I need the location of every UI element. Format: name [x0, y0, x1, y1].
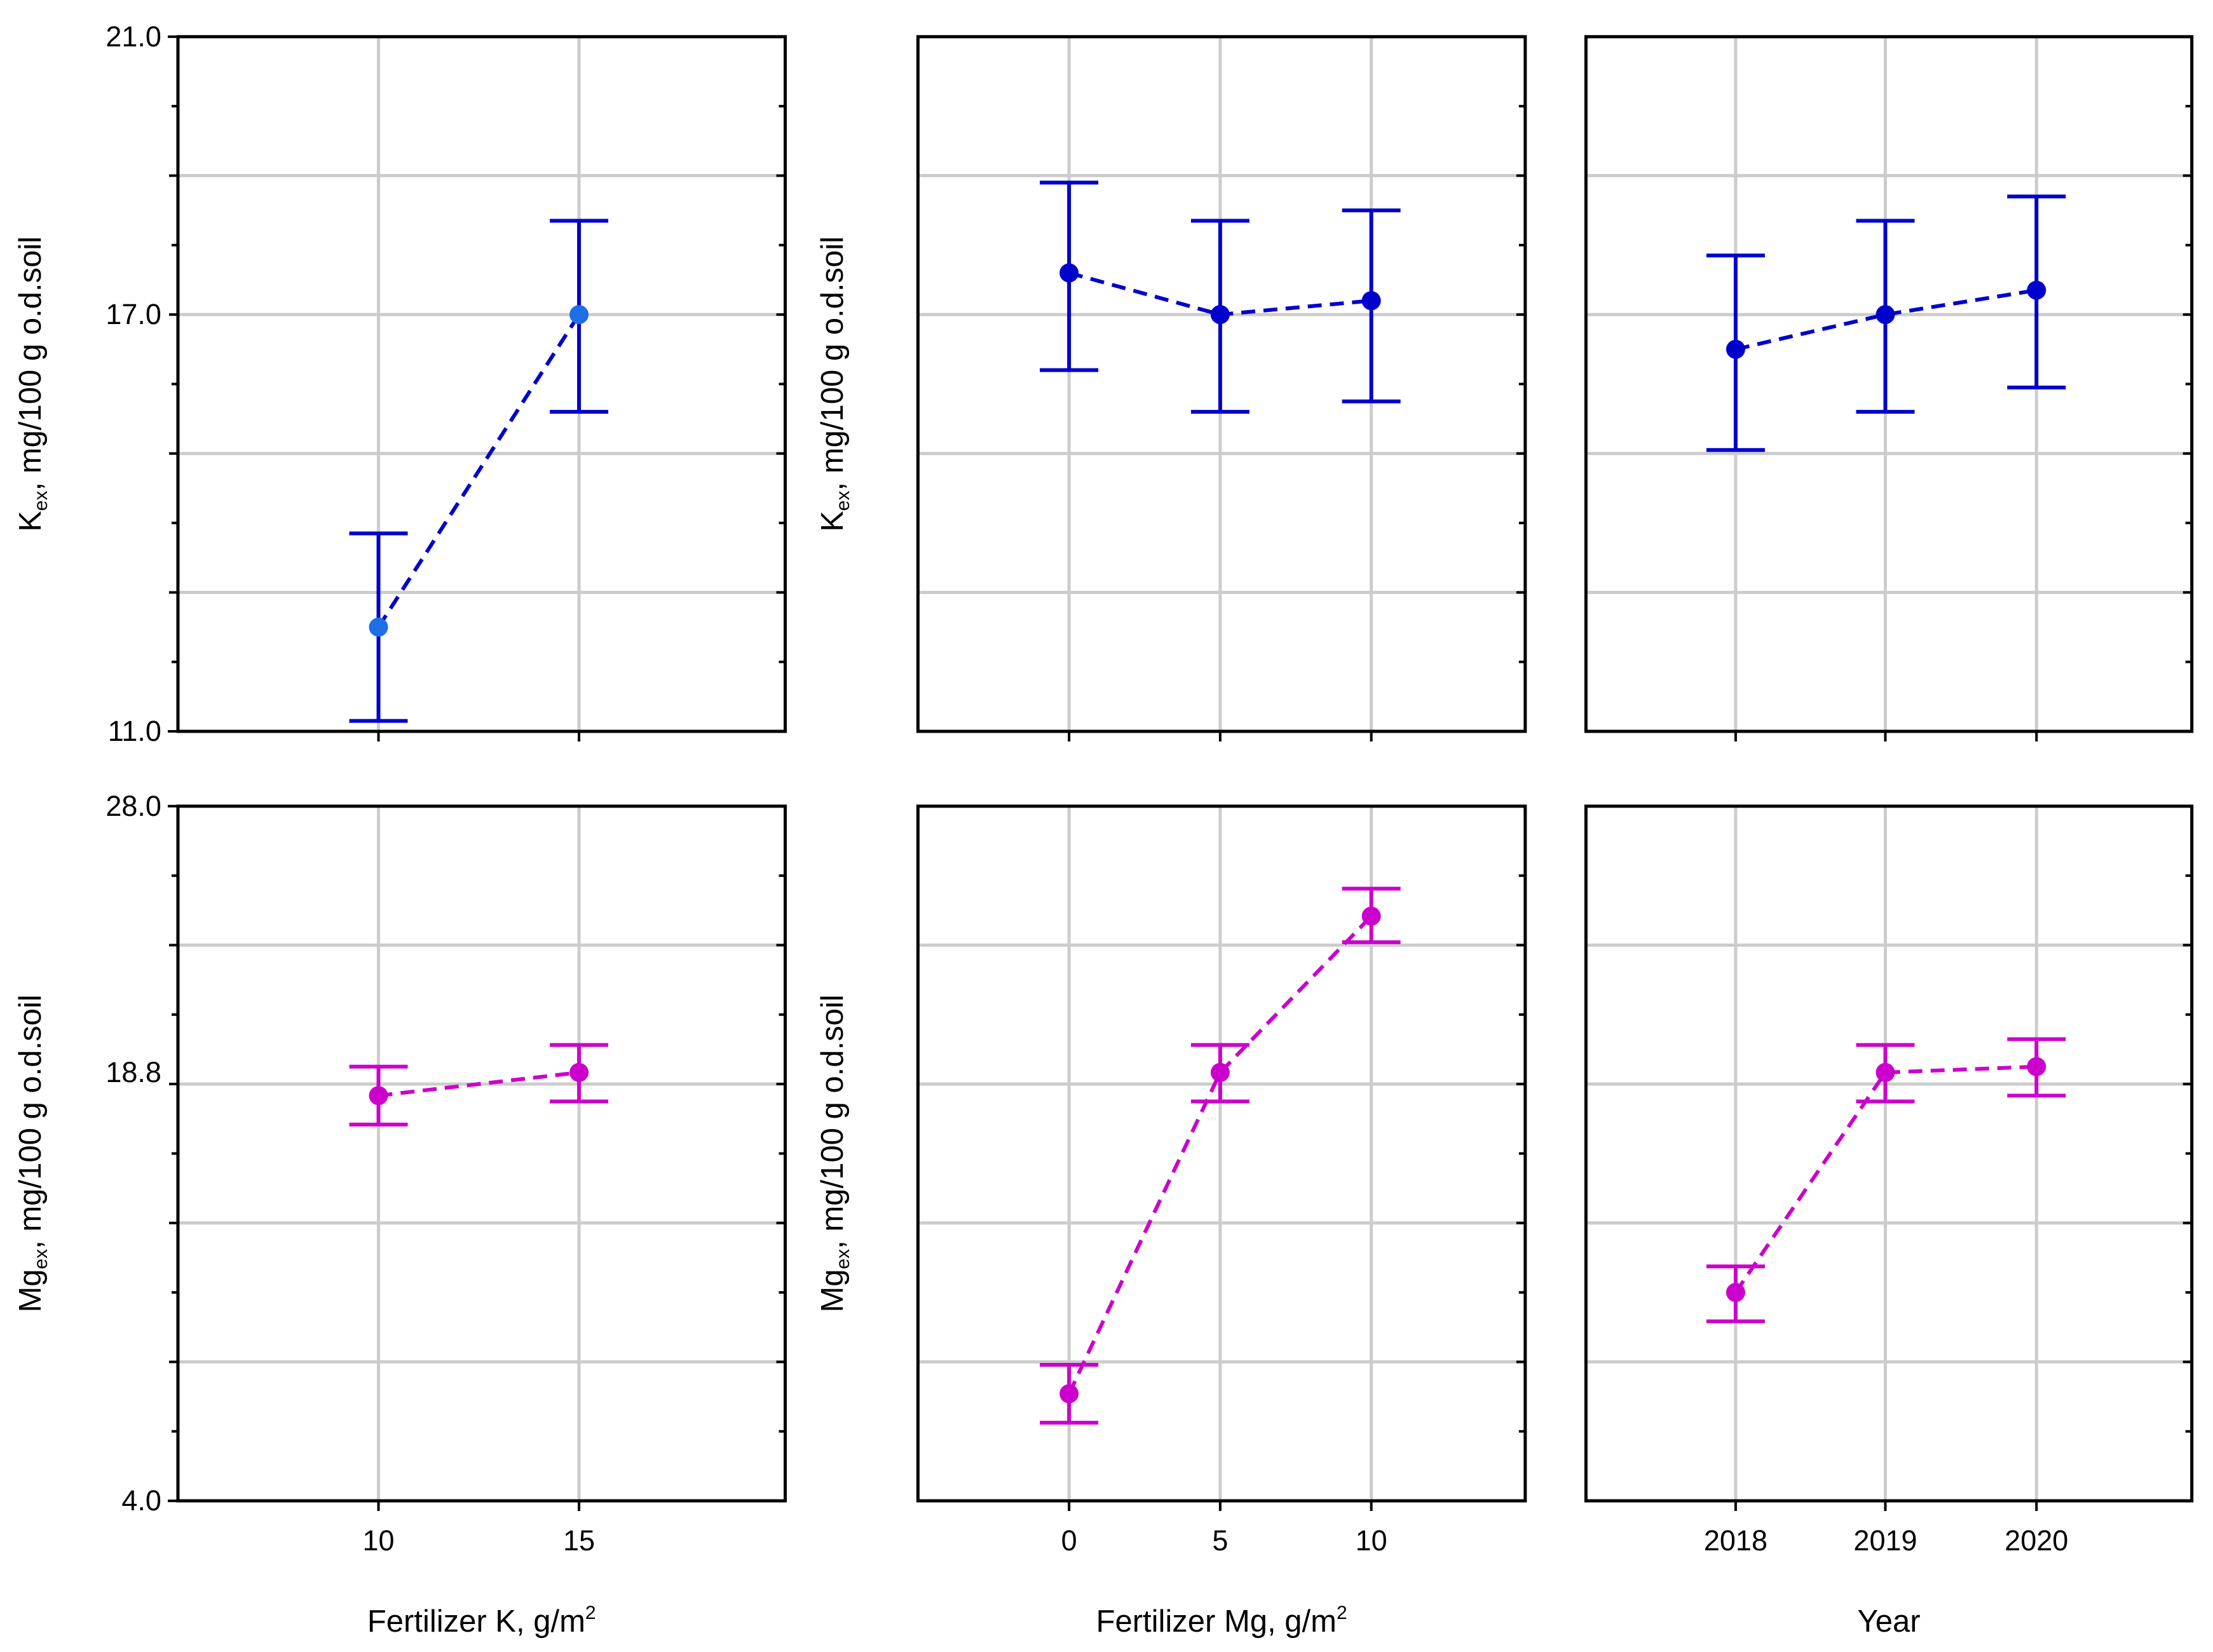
data-point — [2027, 1057, 2046, 1076]
y-axis-title: Kex, mg/100 g o.d.soil — [815, 236, 854, 532]
y-tick-label: 4.0 — [121, 1484, 161, 1517]
data-point — [369, 618, 388, 637]
y-tick-label: 11.0 — [108, 715, 161, 747]
data-point — [1361, 291, 1381, 311]
data-point — [1210, 305, 1230, 325]
x-tick-label: 10 — [1356, 1524, 1387, 1557]
plot-frame — [1584, 804, 2194, 1503]
panel-mg_by_fertilizer_k: 28.0 18.8 4.0 10 15 Fertilizer K, g/m2 Mgex, m… — [13, 790, 787, 1639]
data-point — [2027, 280, 2046, 300]
data-point — [1210, 1062, 1230, 1082]
x-tick-label: 2019 — [1853, 1524, 1917, 1557]
plot-frame — [176, 804, 787, 1503]
x-axis-title: Year — [1858, 1604, 1921, 1639]
x-tick-label: 10 — [362, 1524, 394, 1557]
data-point — [1876, 1062, 1895, 1082]
y-axis-title: Mgex, mg/100 g o.d.soil — [13, 994, 51, 1312]
x-axis-title: Fertilizer K, g/m2 — [367, 1602, 596, 1639]
data-point — [1726, 339, 1745, 359]
plot-frame — [916, 804, 1527, 1503]
data-point — [1876, 305, 1895, 325]
data-point — [1361, 906, 1381, 926]
data-point — [1059, 263, 1079, 283]
x-tick-label: 15 — [563, 1524, 595, 1557]
panel-k_by_fertilizer_k: 21.0 17.0 11.0 Kex, mg/100 g o.d.soil — [13, 20, 787, 747]
data-point — [369, 1086, 388, 1106]
x-tick-label: 5 — [1212, 1524, 1228, 1557]
series-line — [1735, 288, 2037, 351]
data-point — [569, 1062, 589, 1082]
y-tick-label: 17.0 — [106, 298, 161, 330]
x-tick-label: 2020 — [2005, 1524, 2068, 1557]
series-line — [1067, 914, 1373, 1395]
panel-k_by_year — [1584, 35, 2194, 742]
panel-mg_by_year: 2018 2019 2020 Year — [1584, 804, 2194, 1639]
series-line — [376, 313, 581, 628]
plot-frame — [176, 35, 787, 733]
data-point — [1726, 1283, 1745, 1303]
y-tick-label: 21.0 — [106, 20, 161, 53]
x-axis-title: Fertilizer Mg, g/m2 — [1096, 1602, 1347, 1639]
y-axis-title: Mgex, mg/100 g o.d.soil — [815, 994, 854, 1312]
y-tick-label: 28.0 — [106, 790, 161, 822]
panel-k_by_fertilizer_mg: Kex, mg/100 g o.d.soil — [815, 35, 1527, 742]
panel-mg_by_fertilizer_mg: 0 5 10 Fertilizer Mg, g/m2 Mgex, mg/100 g o.… — [815, 804, 1527, 1639]
plot-frame — [916, 35, 1527, 733]
series-line — [1734, 1064, 2037, 1294]
data-point — [1059, 1384, 1079, 1404]
plot-frame — [1584, 35, 2194, 733]
data-point — [569, 305, 589, 325]
x-tick-label: 2018 — [1704, 1524, 1767, 1557]
x-tick-label: 0 — [1061, 1524, 1077, 1557]
series-line — [378, 1070, 580, 1098]
y-tick-label: 18.8 — [106, 1056, 161, 1088]
y-axis-title: Kex, mg/100 g o.d.soil — [13, 236, 51, 532]
